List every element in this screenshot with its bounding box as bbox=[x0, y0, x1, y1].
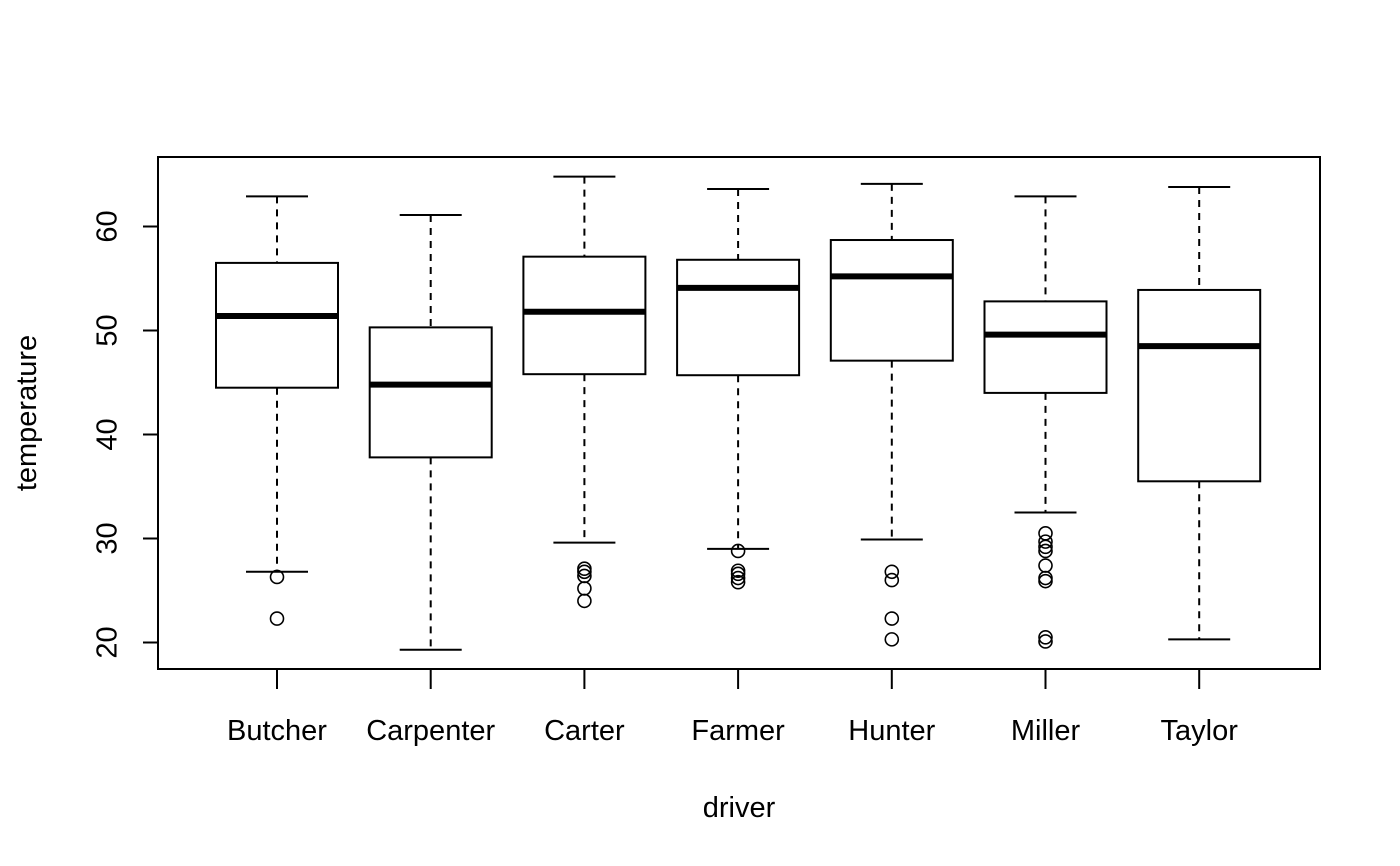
iqr-box bbox=[983, 300, 1108, 394]
outlier-point bbox=[884, 611, 900, 626]
box-hunter bbox=[829, 182, 954, 647]
x-tick-label: Carter bbox=[544, 715, 625, 747]
y-tick-label: 40 bbox=[92, 418, 124, 450]
box-carter bbox=[522, 175, 647, 609]
outlier-point bbox=[884, 632, 900, 647]
y-tick-label: 20 bbox=[92, 626, 124, 658]
outlier-point bbox=[730, 566, 746, 582]
box-carpenter bbox=[368, 214, 493, 651]
iqr-box bbox=[215, 261, 339, 389]
x-tick-label: Hunter bbox=[848, 715, 935, 747]
outlier-point bbox=[1038, 570, 1053, 586]
y-tick-label: 60 bbox=[92, 210, 124, 242]
outlier-point bbox=[1038, 629, 1053, 645]
x-axis: Butcher Carpenter Carter Farmer Hunter Miller… bbox=[227, 669, 1238, 747]
x-tick-label: Butcher bbox=[227, 715, 327, 747]
y-axis: 20 30 40 50 60 bbox=[92, 210, 158, 659]
iqr-box bbox=[1137, 288, 1262, 483]
outlier-point bbox=[577, 564, 592, 580]
outlier-point bbox=[884, 572, 900, 588]
iqr-box bbox=[522, 255, 647, 376]
outlier-point bbox=[577, 593, 592, 609]
outlier-point bbox=[269, 611, 285, 626]
outlier-point bbox=[884, 564, 900, 580]
outlier-point bbox=[1038, 634, 1053, 649]
iqr-box bbox=[676, 258, 801, 377]
outlier-point bbox=[269, 569, 285, 585]
outlier-point bbox=[1038, 534, 1053, 549]
outlier-point bbox=[730, 543, 746, 559]
y-tick-label: 30 bbox=[92, 522, 124, 554]
outlier-point bbox=[1038, 558, 1053, 573]
box-farmer bbox=[676, 188, 801, 590]
box-miller bbox=[983, 195, 1108, 649]
outlier-point bbox=[577, 581, 592, 596]
outlier-point bbox=[1038, 543, 1053, 559]
outlier-point bbox=[1038, 539, 1053, 555]
boxes-layer bbox=[215, 175, 1262, 651]
x-axis-title: driver bbox=[703, 792, 776, 824]
outlier-point bbox=[730, 570, 746, 586]
x-tick-label: Taylor bbox=[1161, 715, 1239, 747]
outlier-point bbox=[730, 574, 746, 590]
x-tick-label: Carpenter bbox=[366, 715, 495, 747]
x-tick-label: Miller bbox=[1011, 715, 1081, 747]
outlier-point bbox=[1038, 573, 1053, 589]
x-tick-label: Farmer bbox=[691, 715, 785, 747]
y-axis-title: temperature bbox=[11, 335, 43, 491]
y-tick-label: 50 bbox=[92, 314, 124, 346]
box-taylor bbox=[1137, 185, 1262, 641]
box-butcher bbox=[215, 195, 339, 626]
iqr-box bbox=[368, 326, 493, 459]
iqr-box bbox=[829, 239, 954, 362]
